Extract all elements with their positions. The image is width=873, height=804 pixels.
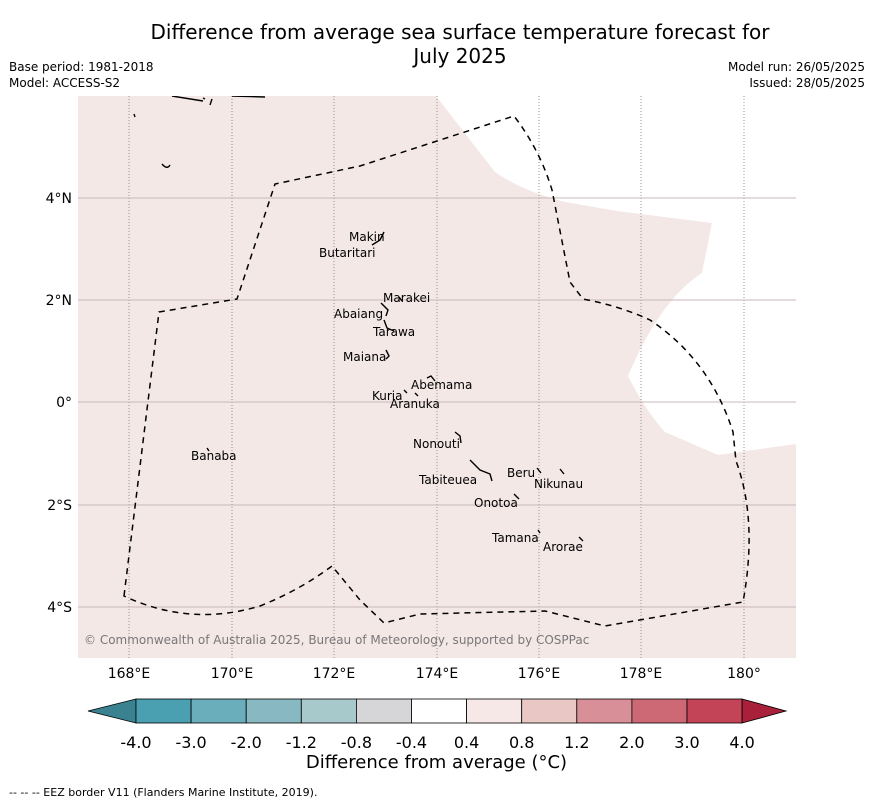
model-run: Model run: 26/05/2025 — [727, 60, 865, 74]
colorbar — [87, 698, 788, 724]
label-banaba: Banaba — [191, 449, 237, 463]
eez-border — [123, 115, 750, 627]
latitude-label: 4°N — [46, 191, 72, 207]
colorbar-tick-label: -0.4 — [395, 733, 428, 752]
longitude-labels: 168°E 170°E 172°E 174°E 176°E 178°E 180° — [108, 666, 761, 682]
label-maiana: Maiana — [343, 350, 386, 364]
label-tamana: Tamana — [491, 531, 539, 545]
colorbar-segment — [355, 698, 412, 724]
colorbar-tick-label: -4.0 — [120, 733, 152, 752]
longitude-label: 180° — [727, 666, 761, 682]
island-labels: Makin Butaritari Marakei Abaiang Tarawa … — [191, 230, 583, 554]
colorbar-segment — [576, 698, 633, 724]
latitude-label: 2°S — [47, 498, 72, 514]
latitude-label: 0° — [56, 395, 72, 411]
longitude-label: 170°E — [211, 666, 254, 682]
colorbar-tick-label: 4.0 — [729, 733, 755, 752]
label-kuria: Kuria — [372, 389, 403, 403]
longitude-label: 168°E — [108, 666, 151, 682]
colorbar-tick-label: 2.0 — [619, 733, 645, 752]
colorbar-tick-label: -1.2 — [285, 733, 317, 752]
map-title: Difference from average sea surface temp… — [100, 20, 820, 68]
label-abemama: Abemama — [411, 378, 472, 392]
base-period: Base period: 1981-2018 — [9, 60, 154, 74]
colorbar-segment — [135, 698, 192, 724]
longitude-label: 174°E — [416, 666, 459, 682]
label-tarawa: Tarawa — [372, 325, 415, 339]
issued-date: Issued: 28/05/2025 — [749, 76, 865, 90]
colorbar-tick-label: -0.8 — [340, 733, 372, 752]
latitude-label: 2°N — [46, 293, 72, 309]
meta-left: Base period: 1981-2018 Model: ACCESS-S2 — [9, 59, 154, 91]
grid-lines — [78, 96, 796, 658]
map-area: Makin Butaritari Marakei Abaiang Tarawa … — [78, 96, 796, 658]
latitude-labels: 4°N 2°N 0° 2°S 4°S — [46, 191, 73, 616]
eez-note: -- -- -- EEZ border V11 (Flanders Marine… — [9, 786, 318, 799]
copyright-text: © Commonwealth of Australia 2025, Bureau… — [84, 633, 589, 647]
colorbar-low-extend — [87, 698, 137, 724]
colorbar-title: Difference from average (°C) — [305, 752, 568, 773]
colorbar-tick-label: 0.4 — [453, 733, 480, 752]
longitude-label: 172°E — [313, 666, 356, 682]
colorbar-segment — [411, 698, 467, 724]
label-aranuka: Aranuka — [390, 397, 440, 411]
title-line-1: Difference from average sea surface temp… — [150, 20, 770, 44]
label-marakei: Marakei — [383, 291, 430, 305]
colorbar-segment — [190, 698, 247, 724]
label-butaritari: Butaritari — [319, 246, 376, 260]
label-abaiang: Abaiang — [334, 307, 383, 321]
colorbar-tick-label: 3.0 — [674, 733, 700, 752]
colorbar-segment — [245, 698, 302, 724]
colorbar-segment — [521, 698, 578, 724]
longitude-label: 176°E — [518, 666, 561, 682]
colorbar-segment — [686, 698, 743, 724]
model-name: Model: ACCESS-S2 — [9, 76, 121, 90]
label-tabiteuea: Tabiteuea — [418, 473, 477, 487]
colorbar-segment — [300, 698, 357, 724]
island-outlines — [133, 96, 584, 542]
longitude-label: 178°E — [620, 666, 663, 682]
colorbar-segment — [631, 698, 688, 724]
label-makin: Makin — [349, 230, 385, 244]
latitude-label: 4°S — [47, 600, 72, 616]
label-nonouti: Nonouti — [413, 437, 460, 451]
label-nikunau: Nikunau — [534, 477, 583, 491]
label-arorae: Arorae — [543, 540, 583, 554]
meta-right: Model run: 26/05/2025 Issued: 28/05/2025 — [728, 59, 865, 91]
colorbar-tick-label: 1.2 — [564, 733, 590, 752]
colorbar-high-extend — [741, 698, 788, 724]
title-line-2: July 2025 — [413, 44, 507, 68]
colorbar-tick-label: 0.8 — [508, 733, 535, 752]
colorbar-tick-label: -3.0 — [175, 733, 207, 752]
label-onotoa: Onotoa — [474, 496, 518, 510]
label-beru: Beru — [507, 466, 535, 480]
colorbar-tick-label: -2.0 — [230, 733, 262, 752]
colorbar-segment — [466, 698, 523, 724]
